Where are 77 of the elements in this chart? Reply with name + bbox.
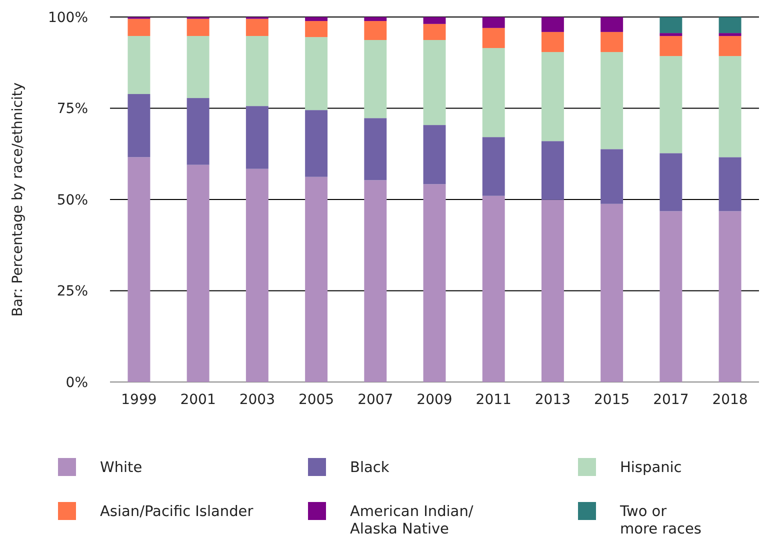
bar xyxy=(660,153,682,212)
bar xyxy=(305,37,328,110)
bar xyxy=(128,94,150,158)
bar xyxy=(660,56,682,154)
bar xyxy=(600,32,624,52)
legend-label: Asian/Pacific Islander xyxy=(100,504,254,520)
x-tick-label: 2009 xyxy=(416,392,452,408)
legend-label: Hispanic xyxy=(620,460,682,476)
legend-label: American Indian/Alaska Native xyxy=(350,504,474,538)
x-tick-label: 2013 xyxy=(534,392,571,408)
bar xyxy=(186,164,210,382)
bar xyxy=(423,184,446,382)
bar xyxy=(364,21,387,40)
x-tick-label: 2011 xyxy=(476,392,512,408)
bar xyxy=(128,157,150,382)
x-tick-label: 2017 xyxy=(653,392,689,408)
x-tick-label: 2001 xyxy=(180,392,216,408)
bar xyxy=(246,36,268,106)
bar xyxy=(600,149,624,204)
bar xyxy=(718,211,742,382)
bar xyxy=(482,196,505,382)
x-tick-label: 2005 xyxy=(298,392,334,408)
bar xyxy=(482,137,505,196)
bar xyxy=(305,21,328,38)
bar xyxy=(305,17,328,22)
bar xyxy=(246,168,268,382)
bar xyxy=(186,36,210,98)
bar xyxy=(660,17,682,34)
bar xyxy=(541,32,564,52)
bar xyxy=(718,36,742,56)
bar xyxy=(186,98,210,165)
x-tick-label: 2015 xyxy=(594,392,630,408)
bar xyxy=(718,17,742,34)
bar xyxy=(364,17,387,22)
bar xyxy=(541,52,564,142)
bar xyxy=(718,33,742,36)
bar xyxy=(364,118,387,180)
y-tick-label: 100% xyxy=(48,10,88,26)
bar xyxy=(305,176,328,382)
bar xyxy=(364,180,387,382)
bar xyxy=(423,125,446,184)
bar xyxy=(482,48,505,138)
x-tick-label: 1999 xyxy=(121,392,157,408)
bar xyxy=(718,157,742,212)
bar xyxy=(541,17,564,32)
y-tick-label: 25% xyxy=(56,284,88,300)
bar xyxy=(718,56,742,158)
y-tick-label: 0% xyxy=(66,374,88,391)
bar xyxy=(128,18,150,36)
bar xyxy=(423,24,446,40)
legend-label: White xyxy=(100,460,142,476)
y-tick-label: 75% xyxy=(56,101,88,118)
bar xyxy=(482,28,505,48)
bar xyxy=(423,17,446,24)
bar xyxy=(600,52,624,150)
bar xyxy=(660,33,682,36)
x-tick-label: 2003 xyxy=(239,392,275,408)
legend-label: Black xyxy=(350,460,390,476)
bar xyxy=(541,200,564,382)
bar xyxy=(423,40,446,126)
bar xyxy=(482,17,505,28)
bar xyxy=(600,17,624,32)
bar xyxy=(364,40,387,118)
bar xyxy=(660,36,682,56)
x-tick-label: 2007 xyxy=(358,392,394,408)
bar xyxy=(305,110,328,177)
bar xyxy=(246,106,268,169)
y-axis-title: Bar: Percentage by race/ethnicity xyxy=(10,82,26,317)
bar xyxy=(541,141,564,200)
bar xyxy=(186,18,210,36)
bar xyxy=(128,36,150,94)
bar xyxy=(660,211,682,382)
y-tick-label: 50% xyxy=(56,192,88,208)
legend-label: Two or more races xyxy=(619,504,702,538)
bar xyxy=(600,204,624,382)
bar xyxy=(246,18,268,36)
x-tick-label: 2018 xyxy=(712,392,748,408)
